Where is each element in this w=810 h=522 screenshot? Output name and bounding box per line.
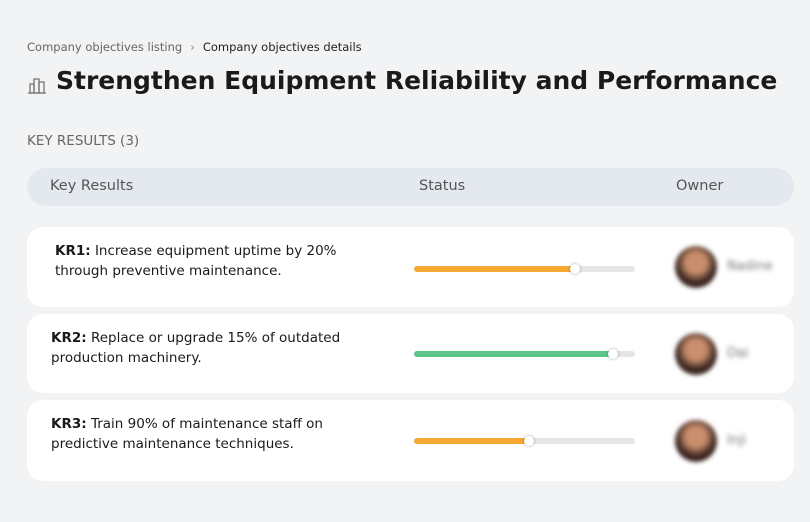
key-result: KR1: Increase equipment uptime by 20% th… [55, 241, 385, 281]
owner-name: Dai [727, 345, 749, 361]
owner-name: Inji [727, 432, 747, 448]
progress-knob [570, 264, 581, 274]
progress-fill [414, 266, 576, 272]
owner-name: Nadine [727, 259, 773, 274]
progress-knob [523, 435, 534, 446]
table-row: KR2: Replace or upgrade 15% of outdated … [27, 314, 794, 393]
column-header: Owner [676, 178, 724, 194]
key-result-id: KR3: [51, 416, 87, 432]
owner-avatar [675, 332, 717, 375]
table-row: KR3: Train 90% of maintenance staff on p… [27, 400, 794, 481]
progress-fill [414, 350, 613, 357]
progress-track [414, 435, 635, 446]
table-header: Key Results Status Owner [27, 168, 794, 206]
table-row: KR1: Increase equipment uptime by 20% th… [27, 227, 794, 307]
key-result-id: KR2: [51, 330, 87, 346]
title-icon [28, 78, 46, 94]
key-result-text: Replace or upgrade 15% of outdated produ… [51, 330, 341, 366]
key-result: KR2: Replace or upgrade 15% of outdated … [51, 328, 381, 368]
key-result-text: Increase equipment uptime by 20% through… [55, 243, 337, 279]
progress-knob [607, 348, 618, 359]
key-result-text: Train 90% of maintenance staff on predic… [51, 416, 323, 452]
column-header: Status [419, 178, 466, 194]
breadcrumb-link[interactable]: Company objectives listing [27, 40, 183, 54]
progress-fill [414, 437, 529, 444]
progress-track [414, 348, 635, 359]
owner-avatar [675, 246, 717, 288]
progress-track [414, 264, 635, 274]
column-header: Key Results [50, 178, 134, 194]
key-result-id: KR1: [55, 243, 91, 259]
page-title: Strengthen Equipment Reliability and Per… [56, 66, 778, 95]
owner-avatar [675, 419, 717, 462]
section-label: KEY RESULTS (3) [27, 133, 140, 149]
breadcrumb-current: Company objectives details [202, 40, 362, 54]
breadcrumb-separator: › [190, 40, 195, 54]
key-result: KR3: Train 90% of maintenance staff on p… [51, 414, 381, 454]
breadcrumb: Company objectives listing › Company objec… [27, 40, 362, 54]
